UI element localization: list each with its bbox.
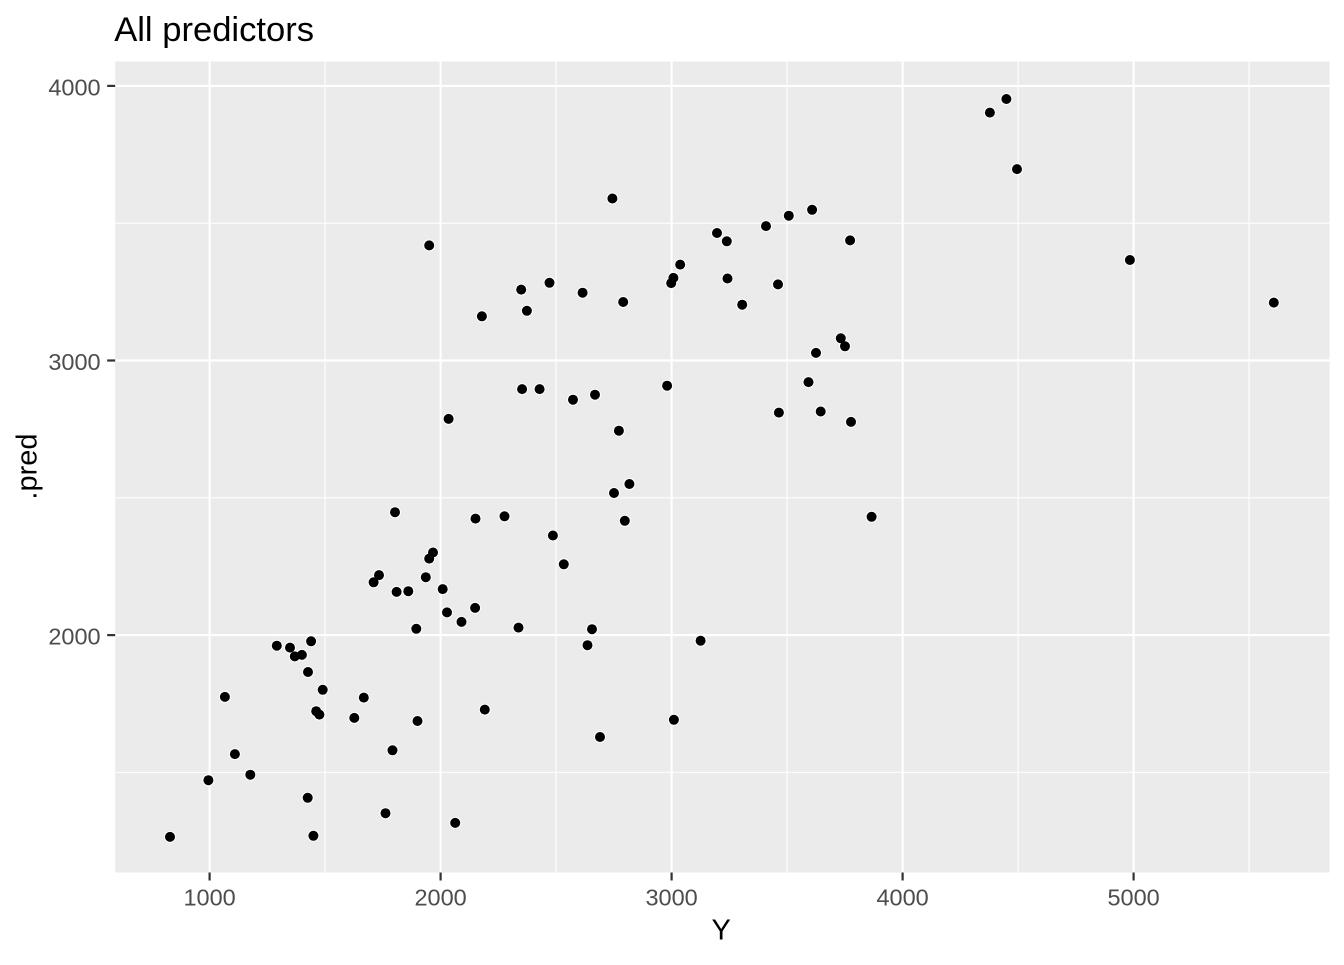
svg-text:Y: Y — [712, 915, 731, 947]
svg-text:3000: 3000 — [645, 885, 697, 911]
svg-text:2000: 2000 — [414, 885, 466, 911]
svg-text:4000: 4000 — [876, 885, 928, 911]
svg-text:All predictors: All predictors — [114, 11, 314, 49]
svg-text:1000: 1000 — [183, 885, 235, 911]
svg-text:3000: 3000 — [48, 349, 100, 375]
svg-text:2000: 2000 — [48, 624, 100, 650]
svg-text:.pred: .pred — [11, 433, 43, 499]
svg-text:4000: 4000 — [48, 75, 100, 101]
svg-text:5000: 5000 — [1107, 885, 1159, 911]
